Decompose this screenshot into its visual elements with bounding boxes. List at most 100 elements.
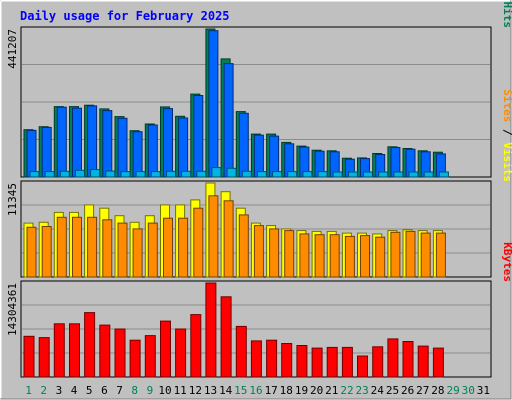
x-tick-label: 14 [219,384,233,397]
x-tick-label: 31 [477,384,490,397]
x-tick-label: 1 [25,384,32,397]
x-axis: 1 2 3 4 5 6 7 8 9 10 11 12 13 14 15 16 17 18 19 20 21 22 23 24 2… [25,384,490,397]
bar-kbytes-day-24 [372,346,384,378]
series-label-part: KBytes [501,242,512,282]
bar-sites-day-21 [329,234,340,278]
bar-files-day-15 [238,112,249,178]
bar-pages-day-24 [378,171,389,178]
bar-kbytes-day-5 [84,312,96,378]
x-tick-label: 21 [325,384,338,397]
bar-pages-day-19 [302,171,313,178]
bar-sites-day-8 [132,228,143,278]
x-tick-label: 8 [131,384,138,397]
x-tick-label: 7 [116,384,123,397]
panel-hits_files_pages: 441207 Pages / Files / Hits [6,0,512,178]
bar-files-day-11 [178,117,189,178]
bar-files-day-13 [208,30,219,178]
bar-pages-day-4 [75,169,85,178]
chart-panels: 441207 Pages / Files / Hits 11345 Sites / V… [6,0,512,378]
x-tick-label: 22 [340,384,353,397]
bar-files-day-9 [147,124,158,178]
x-tick-label: 28 [431,384,444,397]
bar-pages-day-27 [423,171,434,178]
bar-files-day-17 [269,135,280,178]
bar-kbytes-day-28 [432,347,444,378]
x-tick-label: 18 [280,384,293,397]
x-tick-label: 4 [71,384,78,397]
bar-kbytes-day-15 [235,325,247,378]
bar-sites-day-22 [344,235,355,278]
bar-kbytes-day-6 [99,324,111,378]
bar-kbytes-day-21 [326,346,338,378]
bar-pages-day-7 [120,171,131,178]
bar-pages-day-20 [317,171,328,178]
bar-kbytes-day-13 [205,282,217,378]
x-tick-label: 19 [295,384,308,397]
bar-sites-day-18 [284,230,295,278]
bar-sites-day-7 [117,222,128,278]
x-tick-label: 3 [56,384,63,397]
bar-kbytes-day-18 [281,343,293,378]
bar-pages-day-18 [287,171,298,178]
panel-visits_sites: 11345 Sites / Visits [6,89,512,278]
bar-kbytes-day-2 [38,337,50,378]
max-value-label: 14304361 [6,283,19,336]
x-tick-label: 10 [158,384,171,397]
bar-sites-day-25 [390,231,401,278]
bar-sites-day-11 [178,217,189,278]
x-tick-label: 26 [401,384,414,397]
x-tick-label: 15 [234,384,247,397]
bar-kbytes-day-17 [266,339,278,378]
bar-pages-day-11 [181,170,192,178]
bar-sites-day-23 [360,235,370,278]
bar-sites-day-10 [163,217,173,278]
bar-pages-day-10 [166,170,176,178]
bar-pages-day-16 [256,171,267,178]
bar-kbytes-day-25 [387,338,399,378]
bar-pages-day-13 [211,167,222,178]
bar-files-day-7 [117,117,128,178]
bar-sites-day-27 [420,232,431,278]
bar-kbytes-day-22 [341,346,353,378]
bar-kbytes-day-9 [144,335,156,378]
bar-pages-day-5 [90,169,101,178]
bar-kbytes-day-26 [402,341,414,378]
bar-kbytes-day-20 [311,347,323,378]
x-tick-label: 16 [249,384,262,397]
bar-sites-day-4 [72,216,82,278]
bar-pages-day-26 [408,171,419,178]
x-tick-label: 11 [174,384,187,397]
bar-sites-day-15 [238,214,249,278]
bar-files-day-5 [87,105,98,178]
series-side-label: Pages / Files / Hits [501,0,512,28]
panel-kbytes: 14304361 KBytes [6,242,512,378]
bar-kbytes-day-16 [250,340,262,378]
x-tick-label: 2 [40,384,47,397]
x-tick-label: 27 [416,384,429,397]
bar-kbytes-day-1 [23,335,35,378]
bar-sites-day-17 [269,228,280,278]
x-tick-label: 6 [101,384,108,397]
bar-files-day-12 [193,95,204,178]
bar-pages-day-14 [226,167,237,178]
bar-sites-day-3 [56,216,67,278]
x-tick-label: 12 [189,384,202,397]
bar-sites-day-20 [314,234,325,278]
bar-kbytes-day-11 [175,328,187,378]
x-tick-label: 17 [265,384,278,397]
x-tick-label: 29 [446,384,459,397]
bar-files-day-10 [163,108,173,178]
series-label-part: / [501,0,512,2]
bar-files-day-2 [41,126,52,178]
series-label-part: Visits [501,142,512,182]
bar-pages-day-15 [241,170,252,178]
bar-files-day-3 [56,106,67,178]
series-label-part: Sites [501,89,512,122]
x-tick-label: 23 [355,384,368,397]
bar-sites-day-2 [41,226,52,278]
bar-sites-day-26 [405,230,416,278]
x-tick-label: 30 [462,384,475,397]
bar-pages-day-12 [196,170,207,178]
x-tick-label: 25 [386,384,399,397]
